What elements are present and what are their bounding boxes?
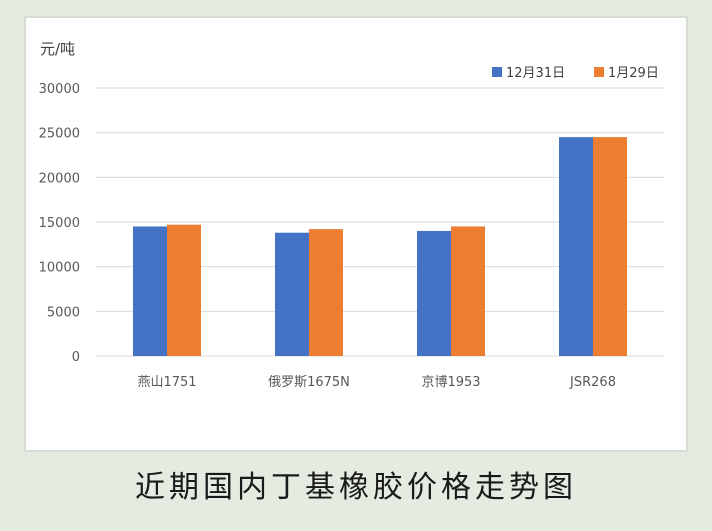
bar-dec31-1 [275,232,309,356]
chart-frame: 0 5000 10000 15000 20000 25000 30000 燕山1751 俄罗斯… [24,16,688,452]
x-category-label: 京博1953 [421,375,480,390]
bar-jan29-3 [593,137,627,356]
bar-jan29-0 [167,224,201,356]
x-category-label: 俄罗斯1675N [268,375,350,390]
figure-caption: 近期国内丁基橡胶价格走势图 [135,470,577,505]
y-tick-label: 5000 [47,305,80,320]
legend-label-1-29: 1月29日 [608,66,659,81]
bar-dec31-2 [417,230,451,356]
bar-dec31-0 [133,226,167,356]
y-tick-label: 10000 [39,261,80,276]
y-tick-label: 20000 [39,171,80,186]
bar-dec31-3 [559,137,593,356]
y-tick-label: 15000 [39,216,80,231]
legend-swatch-1-29 [594,67,604,77]
y-tick-label: 30000 [39,82,80,97]
bar-jan29-1 [309,229,343,356]
y-axis-unit-label: 元/吨 [40,40,75,58]
bar-jan29-2 [451,226,485,356]
y-axis-ticks: 0 5000 10000 15000 20000 25000 30000 [39,82,80,365]
legend: 12月31日 1月29日 [492,66,659,81]
legend-label-12-31: 12月31日 [506,66,565,81]
y-tick-label: 0 [72,350,80,365]
legend-swatch-12-31 [492,67,502,77]
x-category-label: 燕山1751 [137,375,196,390]
x-category-label: JSR268 [569,375,616,390]
bars [133,137,627,356]
y-tick-label: 25000 [39,127,80,142]
bar-chart: 0 5000 10000 15000 20000 25000 30000 燕山1751 俄罗斯… [39,40,664,390]
x-axis-labels: 燕山1751 俄罗斯1675N 京博1953 JSR268 [137,375,616,390]
